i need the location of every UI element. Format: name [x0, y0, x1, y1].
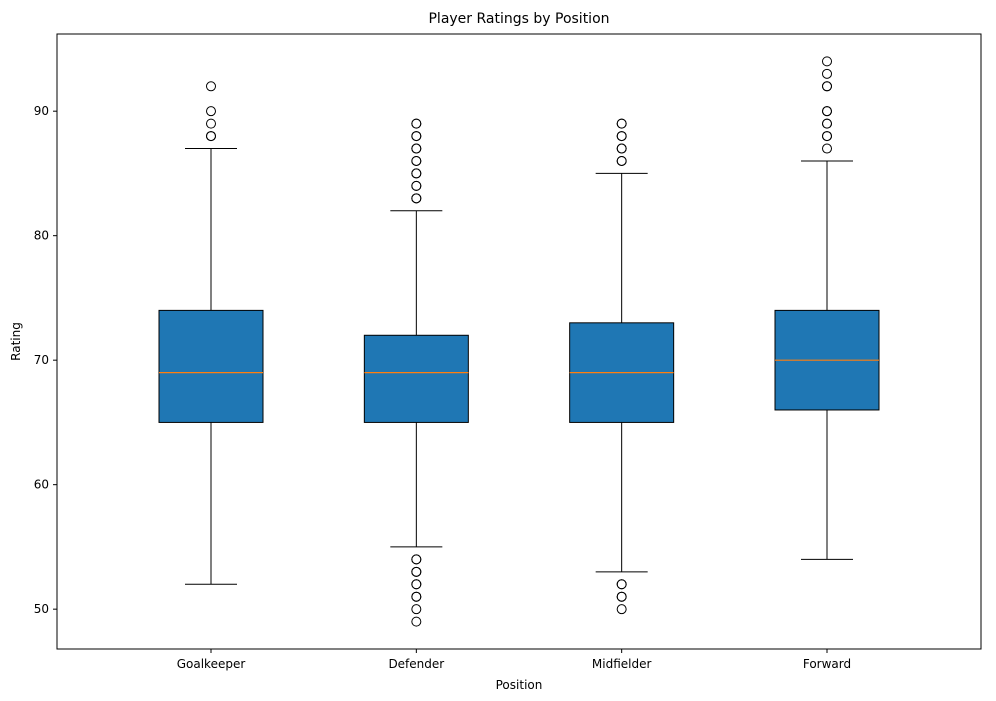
y-tick-label: 80 [34, 229, 49, 243]
chart-title: Player Ratings by Position [428, 11, 609, 27]
x-axis-label: Position [496, 678, 543, 692]
outlier-point [822, 56, 832, 67]
box-group-forward [774, 56, 880, 560]
outlier-point [822, 81, 832, 92]
axis-ticks-layer: 50 60 70 80 90 Goalkeeper Defender Midfielder Fo… [34, 104, 851, 671]
outlier-point [411, 604, 422, 615]
outlier-point [411, 143, 422, 154]
x-tick-label: Goalkeeper [177, 657, 246, 671]
outlier-point [411, 591, 422, 602]
outlier-point [411, 118, 422, 129]
outlier-point [616, 118, 627, 129]
outlier-point [822, 106, 832, 117]
iqr-box [158, 309, 264, 423]
outlier-point [206, 118, 216, 129]
x-tick-label: Defender [388, 657, 444, 671]
x-tick-label: Midfielder [592, 657, 652, 671]
y-tick-label: 90 [34, 104, 49, 118]
outlier-point [206, 131, 216, 142]
outlier-point [616, 579, 627, 590]
box-marks-layer [158, 56, 880, 627]
y-tick-label: 60 [34, 478, 49, 492]
y-axis-label: Rating [9, 322, 23, 361]
outlier-point [616, 591, 627, 602]
outlier-point [206, 106, 216, 117]
outlier-point [616, 143, 627, 154]
box-group-midfielder [569, 118, 675, 615]
y-tick-label: 70 [34, 353, 49, 367]
outlier-point [206, 81, 216, 92]
outlier-point [822, 143, 832, 154]
iqr-box [363, 334, 469, 423]
outlier-point [822, 118, 832, 129]
outlier-point [411, 193, 422, 204]
outlier-point [411, 155, 422, 166]
outlier-point [411, 180, 422, 191]
outlier-point [616, 155, 627, 166]
outlier-point [411, 579, 422, 590]
outlier-point [411, 554, 422, 565]
outlier-point [411, 616, 422, 627]
box-group-defender [363, 118, 469, 627]
outlier-point [822, 68, 832, 79]
outlier-point [411, 131, 422, 142]
outlier-point [616, 131, 627, 142]
outlier-point [411, 566, 422, 577]
x-tick-label: Forward [803, 657, 851, 671]
outlier-point [616, 604, 627, 615]
outlier-point [411, 168, 422, 179]
box-group-goalkeeper [158, 81, 264, 585]
outlier-point [822, 131, 832, 142]
y-tick-label: 50 [34, 602, 49, 616]
plot-frame [56, 33, 982, 650]
